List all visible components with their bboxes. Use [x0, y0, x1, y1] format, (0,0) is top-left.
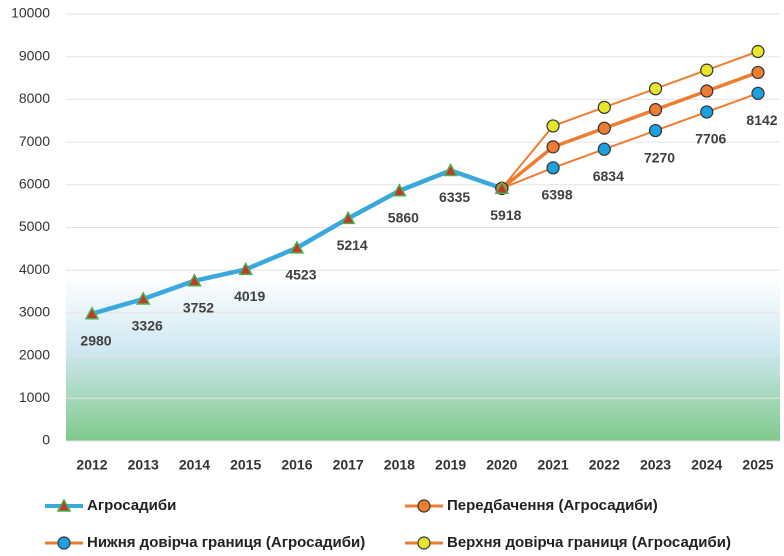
x-tick-label: 2018 — [384, 457, 415, 473]
marker — [648, 82, 663, 96]
marker — [546, 161, 560, 175]
x-tick-label: 2014 — [179, 457, 210, 473]
data-label: 4019 — [234, 288, 265, 304]
marker — [700, 84, 714, 98]
marker — [648, 103, 663, 117]
data-label: 5860 — [388, 209, 419, 225]
y-tick-label: 8000 — [19, 90, 50, 106]
x-tick-label: 2022 — [589, 457, 620, 473]
x-tick-label: 2025 — [742, 457, 773, 473]
x-tick-label: 2013 — [128, 457, 159, 473]
legend-marker — [417, 536, 431, 550]
data-label: 3326 — [132, 318, 163, 334]
marker — [546, 140, 560, 154]
data-label: 2980 — [80, 332, 111, 348]
y-tick-label: 10000 — [11, 5, 50, 21]
x-tick-label: 2012 — [76, 457, 107, 473]
legend-marker — [417, 499, 431, 513]
data-label: 8142 — [746, 112, 777, 128]
y-tick-label: 6000 — [19, 176, 50, 192]
y-tick-label: 0 — [42, 432, 50, 448]
marker — [238, 261, 253, 276]
y-tick-label: 7000 — [19, 133, 50, 149]
data-label: 6834 — [593, 168, 624, 184]
marker — [700, 63, 714, 77]
legend-label: Верхня довірча границя (Агросадиби) — [447, 534, 731, 551]
y-tick-label: 5000 — [19, 218, 50, 234]
data-label: 7270 — [644, 149, 675, 165]
marker — [84, 306, 100, 320]
marker — [546, 119, 560, 133]
marker — [700, 105, 714, 119]
legend-marker — [57, 536, 71, 550]
legend-label: Передбачення (Агросадиби) — [447, 497, 658, 514]
marker — [392, 183, 407, 197]
y-tick-label: 2000 — [19, 346, 50, 362]
data-label: 5214 — [337, 237, 368, 253]
marker — [751, 65, 765, 80]
x-tick-label: 2016 — [281, 457, 312, 473]
y-tick-label: 1000 — [19, 389, 50, 405]
x-tick-label: 2017 — [333, 457, 364, 473]
marker — [494, 180, 510, 195]
data-label: 5918 — [490, 207, 521, 223]
marker — [135, 291, 151, 305]
x-tick-label: 2020 — [486, 457, 517, 473]
data-label: 3752 — [183, 299, 214, 315]
series-line — [501, 92, 759, 190]
data-label: 6335 — [439, 189, 470, 205]
series-line — [500, 70, 759, 190]
data-label: 4523 — [285, 267, 316, 283]
legend-marker — [56, 498, 72, 512]
x-tick-label: 2024 — [691, 457, 722, 473]
series-line — [501, 50, 759, 189]
data-label: 6398 — [541, 187, 572, 203]
y-tick-label: 3000 — [19, 304, 50, 320]
marker — [597, 142, 611, 156]
x-tick-label: 2021 — [537, 457, 568, 473]
legend-label: Агросадиби — [87, 497, 176, 514]
marker — [648, 123, 663, 138]
marker — [289, 240, 305, 254]
marker — [597, 100, 611, 114]
y-tick-label: 9000 — [19, 47, 50, 63]
marker — [751, 44, 765, 59]
marker — [751, 86, 765, 100]
marker — [187, 273, 202, 287]
x-tick-label: 2015 — [230, 457, 261, 473]
marker — [597, 121, 611, 135]
x-tick-label: 2019 — [435, 457, 466, 473]
plot-background — [66, 275, 780, 441]
x-tick-label: 2023 — [640, 457, 671, 473]
marker — [340, 210, 356, 225]
legend-label: Нижня довірча границя (Агросадиби) — [87, 534, 365, 551]
marker — [443, 162, 458, 177]
data-label: 7706 — [695, 131, 726, 147]
y-tick-label: 4000 — [19, 261, 50, 277]
